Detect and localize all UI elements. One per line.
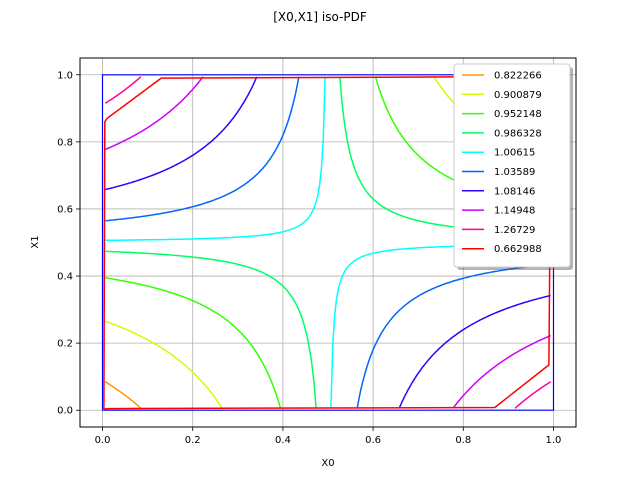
contour-line-series-2 <box>105 277 282 409</box>
legend-label: 0.822266 <box>494 71 542 82</box>
legend-label: 1.26729 <box>494 225 535 236</box>
x-tick-label: 0.8 <box>455 435 471 446</box>
x-tick-label: 1.0 <box>546 435 562 446</box>
x-tick-label: 0.0 <box>95 435 111 446</box>
chart-title: [X0,X1] iso-PDF <box>273 10 367 24</box>
legend-label: 0.952148 <box>494 109 542 120</box>
contour-line-series-5 <box>105 76 300 222</box>
y-tick-label: 0.8 <box>57 137 73 148</box>
x-tick-label: 0.2 <box>185 435 201 446</box>
contour-line-series-5 <box>356 263 551 409</box>
x-tick-label: 0.6 <box>365 435 381 446</box>
legend-label: 0.662988 <box>494 244 542 255</box>
contour-line-series-1 <box>105 320 223 409</box>
legend-label: 1.00615 <box>494 148 535 159</box>
y-tick-label: 0.2 <box>57 339 73 350</box>
y-axis-label: X1 <box>30 235 41 248</box>
contour-line-series-3 <box>105 250 317 409</box>
legend-label: 1.03589 <box>494 167 535 178</box>
axis-ticks: 0.0 0.2 0.4 0.6 0.8 1.0 0.0 0.2 0.4 0.6 0.8 1.0 <box>57 70 561 446</box>
legend-label: 1.08146 <box>494 186 535 197</box>
contour-line-series-9 <box>103 75 549 410</box>
contour-line-series-8 <box>104 76 142 104</box>
contour-line-series-0 <box>104 381 142 409</box>
y-tick-label: 0.4 <box>57 272 73 283</box>
contour-line-series-7 <box>452 334 552 409</box>
contour-line-series-7 <box>104 76 204 151</box>
contour-line-series-8 <box>514 381 552 409</box>
y-tick-label: 1.0 <box>57 70 73 81</box>
x-axis-label: X0 <box>321 458 334 469</box>
legend-label: 0.986328 <box>494 128 542 139</box>
contour-line-series-6 <box>398 294 551 409</box>
legend-label: 0.900879 <box>494 90 542 101</box>
y-tick-label: 0.6 <box>57 204 73 215</box>
legend-label: 1.14948 <box>494 206 535 217</box>
x-tick-label: 0.4 <box>275 435 291 446</box>
legend-box <box>453 63 571 268</box>
axes-frame <box>79 57 577 428</box>
contour-line-series-6 <box>105 76 258 191</box>
contour-line-series-4 <box>105 76 326 242</box>
y-tick-label: 0.0 <box>57 406 73 417</box>
contour-line-series-9 <box>103 76 552 410</box>
chart-legend: 0.822266 0.900879 0.952148 0.986328 1.00615 1… <box>453 63 573 270</box>
